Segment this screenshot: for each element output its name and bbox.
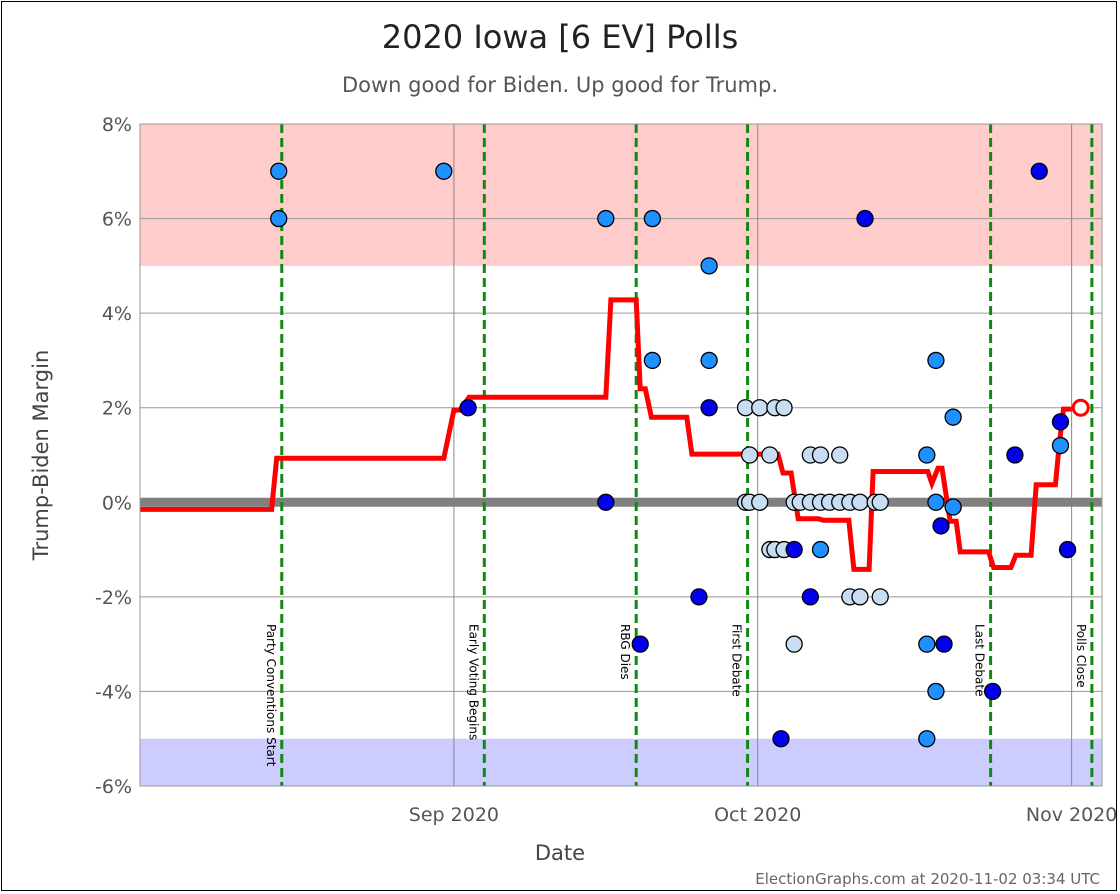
poll-point-58 [1006,446,1024,464]
event-label-2: RBG Dies [618,624,632,680]
poll-point-50 [927,351,945,370]
poll-point-47 [918,446,936,464]
poll-point-57 [983,682,1002,701]
y-axis-label: Trump-Biden Margin [29,350,53,562]
x-tick-label-1: Oct 2020 [714,804,801,826]
poll-point-52 [927,682,945,701]
poll-point-51 [927,493,945,511]
poll-point-54 [935,635,953,653]
poll-point-6 [631,635,649,653]
poll-point-0 [270,162,288,180]
poll-point-33 [811,446,830,464]
y-tick-label-0: 8% [102,114,132,136]
event-label-1: Early Voting Begins [466,624,480,740]
poll-point-42 [851,588,869,606]
poll-point-25 [772,730,790,748]
average-polyline [140,297,1072,572]
poll-point-32 [801,588,820,606]
credit-text: ElectionGraphs.com at 2020-11-02 03:34 U… [755,870,1100,888]
poll-point-49 [918,730,936,748]
chart-title: 2020 Iowa [6 EV] Polls [382,18,739,56]
y-tick-label-6: -4% [95,681,132,703]
y-tick-label-7: -6% [95,776,132,798]
chart-subtitle: Down good for Biden. Up good for Trump. [342,73,778,97]
poll-point-55 [944,408,962,426]
band-1 [140,738,1102,786]
poll-point-35 [811,540,830,559]
poll-points [270,162,1077,748]
poll-point-59 [1030,162,1048,180]
poll-point-10 [700,257,718,275]
average-line [140,297,1090,572]
poll-point-1 [270,209,288,228]
poll-point-43 [856,209,874,228]
poll-point-4 [597,209,615,228]
poll-point-5 [597,493,615,511]
poll-point-9 [690,588,708,606]
poll-point-18 [751,493,769,511]
projection-marker [1071,398,1090,417]
poll-point-45 [871,493,889,511]
poll-point-12 [700,399,718,417]
y-tick-label-5: -2% [95,587,132,609]
poll-point-46 [871,588,889,606]
x-tick-label-2: Nov 2020 [1026,804,1117,826]
poll-point-11 [700,351,718,370]
poll-point-48 [918,635,936,653]
poll-point-41 [851,493,869,511]
poll-point-53 [932,517,950,535]
poll-point-17 [751,399,769,417]
poll-point-15 [740,446,759,464]
band-0 [140,124,1102,266]
y-tick-label-1: 6% [102,209,132,231]
poll-point-37 [831,446,849,464]
poll-point-62 [1058,540,1077,559]
y-tick-label-3: 2% [102,398,132,420]
event-label-0: Party Conventions Start [264,624,278,767]
poll-point-8 [643,351,662,370]
plot-border [139,123,1103,787]
y-tick-label-2: 4% [102,303,132,325]
margin-bands [140,124,1102,786]
poll-point-28 [785,540,803,559]
poll-point-3 [459,399,477,417]
poll-point-60 [1051,413,1070,431]
x-tick-label-0: Sep 2020 [409,804,499,826]
poll-point-56 [944,498,962,516]
poll-point-23 [775,399,793,417]
poll-point-27 [785,635,803,653]
x-axis-ticks: Sep 2020 Oct 2020 Nov 2020 [409,804,1118,826]
poll-point-2 [435,162,453,180]
poll-point-61 [1051,436,1070,455]
x-axis-label: Date [535,841,585,865]
y-tick-label-4: 0% [102,492,132,514]
poll-point-7 [643,209,662,228]
event-label-3: First Debate [730,624,744,697]
poll-point-19 [761,446,779,464]
event-label-5: Polls Close [1074,624,1088,688]
event-label-4: Last Debate [973,624,987,697]
y-axis-ticks: 8% 6% 4% 2% 0% -2% -4% -6% [95,114,132,798]
